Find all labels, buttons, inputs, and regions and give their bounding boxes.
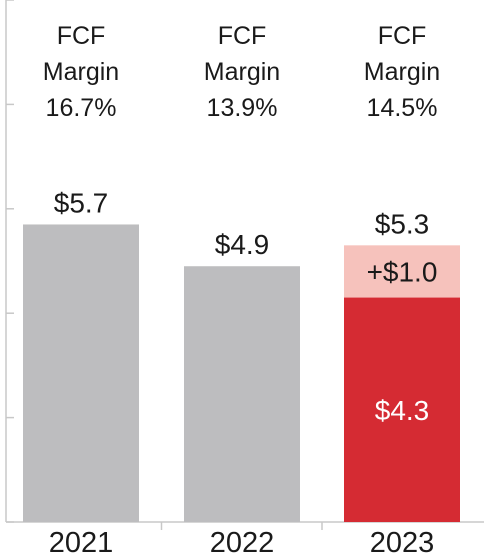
margin-annotation-2023-line-1: Margin — [364, 58, 440, 86]
segment-label-2023-0: $4.3 — [375, 395, 430, 426]
margin-annotation-2023-line-2: 14.5% — [367, 94, 438, 122]
margin-annotation-2023-line-0: FCF — [378, 22, 427, 50]
bar-2023-segment-1 — [344, 245, 460, 298]
x-tick-label-2022: 2022 — [210, 527, 275, 556]
margin-annotation-2021-line-2: 16.7% — [46, 94, 117, 122]
bar-2023-segment-0 — [344, 297, 460, 522]
margin-annotation-2021-line-1: Margin — [43, 58, 119, 86]
bar-2021-segment-0 — [23, 224, 139, 522]
bar-2022-segment-0 — [184, 266, 300, 522]
total-label-2021: $5.7 — [54, 187, 109, 218]
total-label-2023: $5.3 — [375, 208, 430, 239]
margin-annotation-2022-line-0: FCF — [218, 22, 267, 50]
margin-annotation-2022-line-1: Margin — [204, 58, 280, 86]
segment-label-2023-1: +$1.0 — [367, 256, 438, 287]
total-label-2022: $4.9 — [215, 229, 270, 260]
margin-annotation-2021-line-0: FCF — [57, 22, 106, 50]
x-tick-label-2023: 2023 — [370, 527, 435, 556]
margin-annotation-2022-line-2: 13.9% — [207, 94, 278, 122]
x-tick-label-2021: 2021 — [49, 527, 114, 556]
